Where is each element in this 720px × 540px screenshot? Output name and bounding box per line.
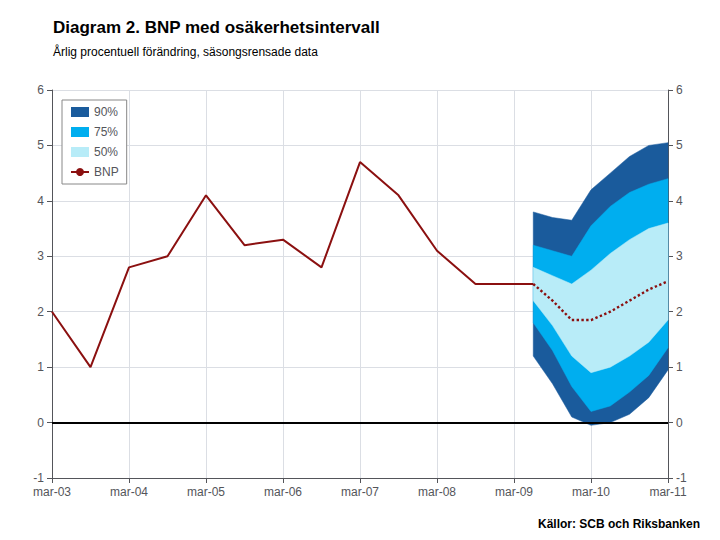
svg-text:mar-07: mar-07 — [341, 485, 379, 499]
svg-text:Diagram 2. BNP med osäkerhetsi: Diagram 2. BNP med osäkerhetsintervall — [53, 18, 380, 37]
svg-text:5: 5 — [37, 138, 44, 152]
svg-text:0: 0 — [37, 416, 44, 430]
svg-text:1: 1 — [37, 360, 44, 374]
svg-text:mar-11: mar-11 — [649, 485, 686, 499]
svg-text:2: 2 — [37, 305, 44, 319]
svg-text:Källor: SCB och Riksbanken: Källor: SCB och Riksbanken — [538, 517, 700, 531]
svg-text:-1: -1 — [33, 471, 44, 485]
svg-text:90%: 90% — [94, 105, 118, 119]
svg-text:mar-05: mar-05 — [187, 485, 225, 499]
svg-text:mar-10: mar-10 — [572, 485, 610, 499]
svg-text:BNP: BNP — [94, 165, 119, 179]
svg-text:0: 0 — [676, 416, 683, 430]
svg-text:mar-09: mar-09 — [495, 485, 533, 499]
svg-text:mar-04: mar-04 — [110, 485, 148, 499]
svg-text:mar-08: mar-08 — [418, 485, 456, 499]
svg-text:4: 4 — [37, 194, 44, 208]
svg-text:50%: 50% — [94, 145, 118, 159]
svg-text:2: 2 — [676, 305, 683, 319]
svg-text:mar-06: mar-06 — [264, 485, 302, 499]
svg-text:6: 6 — [676, 83, 683, 97]
svg-text:5: 5 — [676, 138, 683, 152]
svg-text:4: 4 — [676, 194, 683, 208]
svg-text:Årlig procentuell förändring,: Årlig procentuell förändring, säsongsren… — [53, 44, 318, 59]
svg-text:3: 3 — [676, 249, 683, 263]
svg-text:3: 3 — [37, 249, 44, 263]
svg-text:-1: -1 — [676, 471, 687, 485]
svg-text:6: 6 — [37, 83, 44, 97]
svg-text:1: 1 — [676, 360, 683, 374]
svg-text:mar-03: mar-03 — [33, 485, 71, 499]
svg-text:75%: 75% — [94, 125, 118, 139]
